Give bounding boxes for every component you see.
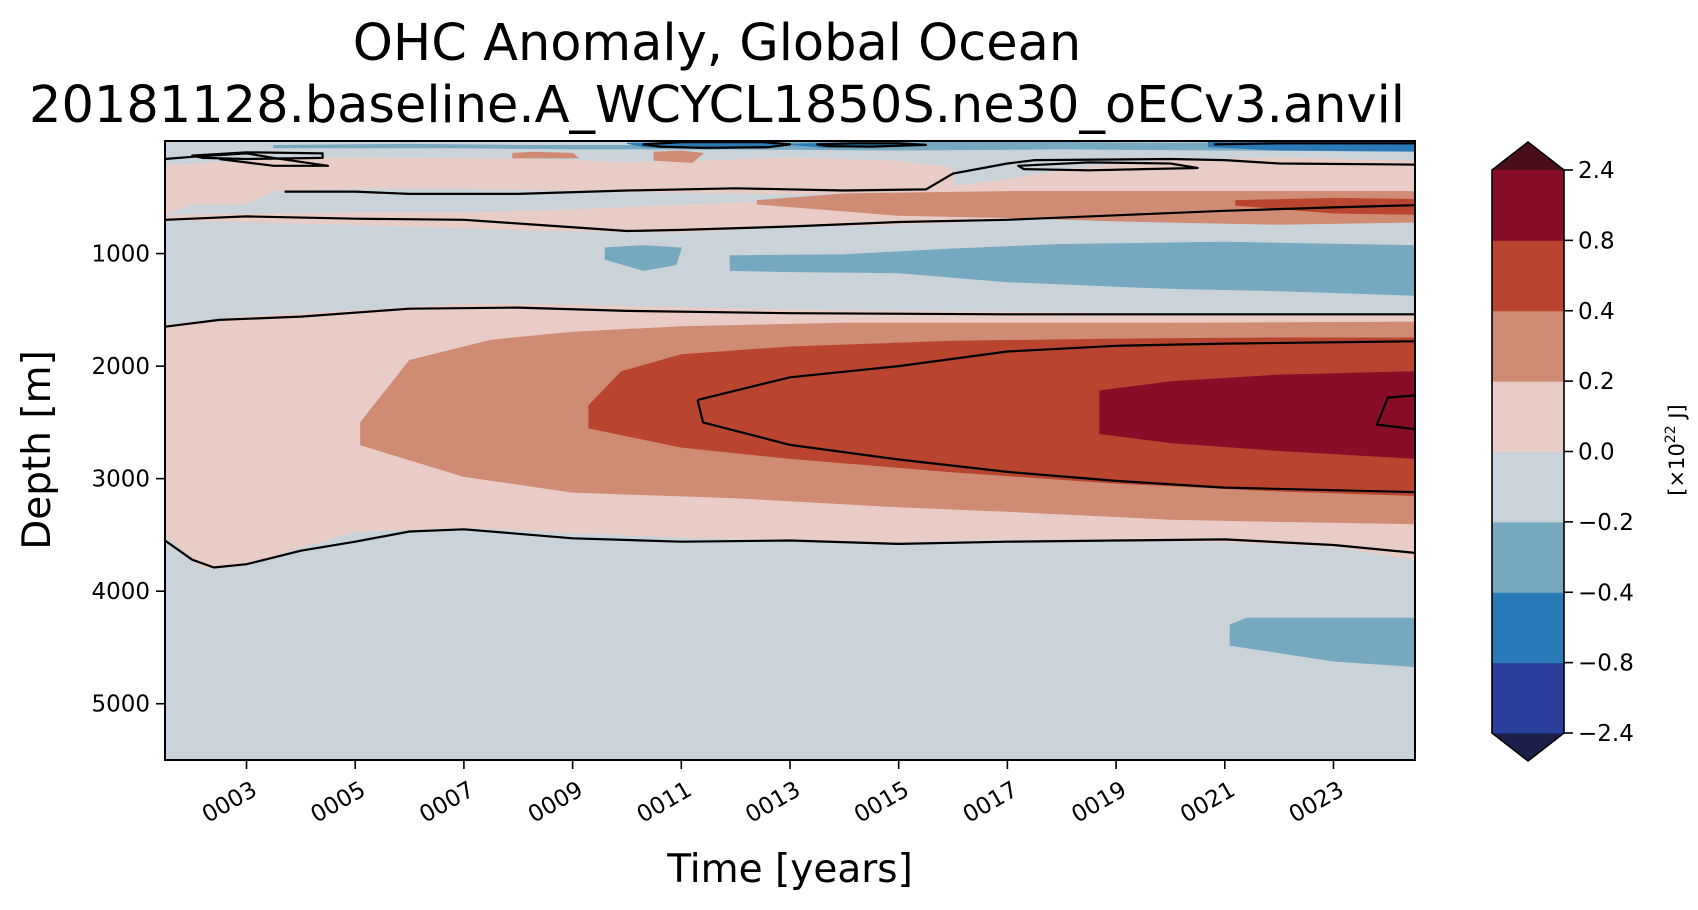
colorbar-tick-label: −0.2	[1578, 510, 1634, 536]
colorbar-tick-label: −0.8	[1578, 651, 1634, 677]
y-tick-label: 3000	[91, 467, 150, 493]
y-axis: 1000 2000 3000 4000 5000	[91, 242, 165, 718]
x-tick-label: 0005	[307, 777, 371, 829]
plot-area	[164, 140, 1416, 761]
colorbar-label-suffix: J]	[1665, 404, 1689, 425]
filled-contour-regions	[165, 141, 1415, 668]
colorbar-tick-label: 2.4	[1578, 158, 1615, 184]
x-tick-label: 0009	[524, 777, 588, 829]
colorbar-tick-label: 0.0	[1578, 440, 1615, 466]
colorbar-tick-label: −0.4	[1578, 580, 1634, 606]
x-tick-label: 0015	[850, 777, 914, 829]
colorbar-tick-label: −2.4	[1578, 721, 1634, 747]
colorbar-label: [×1022 J]	[1663, 404, 1689, 495]
colorbar-label-exponent: 22	[1663, 425, 1679, 443]
contour-line	[1375, 394, 1415, 431]
y-axis-label: Depth [m]	[15, 350, 60, 550]
x-tick-label: 0017	[959, 777, 1023, 829]
colorbar-bin	[1492, 240, 1564, 312]
y-tick-label: 1000	[91, 242, 150, 268]
contour-line	[816, 142, 928, 148]
contour-line	[284, 157, 1415, 195]
x-tick-label: 0007	[415, 777, 479, 829]
x-tick-label: 0011	[633, 777, 697, 829]
contour-fill-region	[1229, 617, 1415, 668]
contour-line	[191, 151, 324, 161]
contour-fill-region	[653, 150, 705, 163]
contour-line	[165, 306, 1415, 328]
colorbar-label-prefix: [×10	[1665, 443, 1689, 496]
contour-line	[697, 340, 1415, 401]
contour-fill-region	[1235, 197, 1415, 215]
x-tick-label: 0023	[1285, 777, 1349, 829]
contour-fill-region	[729, 241, 1415, 296]
x-tick-label: 0021	[1176, 777, 1240, 829]
colorbar-bin	[1492, 662, 1564, 734]
colorbar-tick-label: 0.8	[1578, 228, 1615, 254]
contour-line	[1213, 142, 1415, 146]
y-tick-label: 5000	[91, 692, 150, 718]
colorbar-bin	[1492, 310, 1564, 382]
colorbar-bin	[1492, 451, 1564, 523]
x-axis-label: Time [years]	[666, 847, 913, 892]
x-axis: 0003 0005 0007 0009 0011 0013 0015 0017 0019 0021…	[198, 760, 1349, 829]
y-tick-label: 2000	[91, 354, 150, 380]
x-tick-label: 0013	[741, 777, 805, 829]
chart-title: OHC Anomaly, Global Ocean	[353, 14, 1081, 73]
contour-fill-region	[1099, 371, 1415, 459]
x-tick-label: 0003	[198, 777, 262, 829]
colorbar-bin	[1492, 381, 1564, 452]
colorbar-tick-label: 0.4	[1578, 299, 1615, 325]
colorbar-extend-min	[1492, 733, 1564, 761]
y-tick-label: 4000	[91, 579, 150, 605]
colorbar-extend-max	[1492, 142, 1564, 170]
contour-fill-region	[165, 157, 954, 215]
x-tick-label: 0019	[1067, 777, 1131, 829]
contour-lines	[165, 141, 1415, 569]
contour-fill-region	[604, 245, 682, 271]
colorbar: 2.4 0.8 0.4 0.2 0.0 −0.2 −0.4 −0.8 −2.4	[1491, 140, 1634, 763]
contour-line	[696, 399, 1415, 494]
contour-line	[642, 141, 792, 149]
colorbar-tick-label: 0.2	[1578, 369, 1615, 395]
colorbar-bin	[1492, 170, 1564, 241]
colorbar-bin	[1492, 521, 1564, 593]
contour-line	[165, 528, 1415, 569]
contour-line	[1017, 161, 1199, 172]
contour-fill-region	[512, 151, 580, 159]
contour-line	[165, 204, 1415, 233]
colorbar-bin	[1492, 592, 1564, 664]
chart-subtitle: 20181128.baseline.A_WCYCL1850S.ne30_oECv…	[29, 76, 1405, 135]
